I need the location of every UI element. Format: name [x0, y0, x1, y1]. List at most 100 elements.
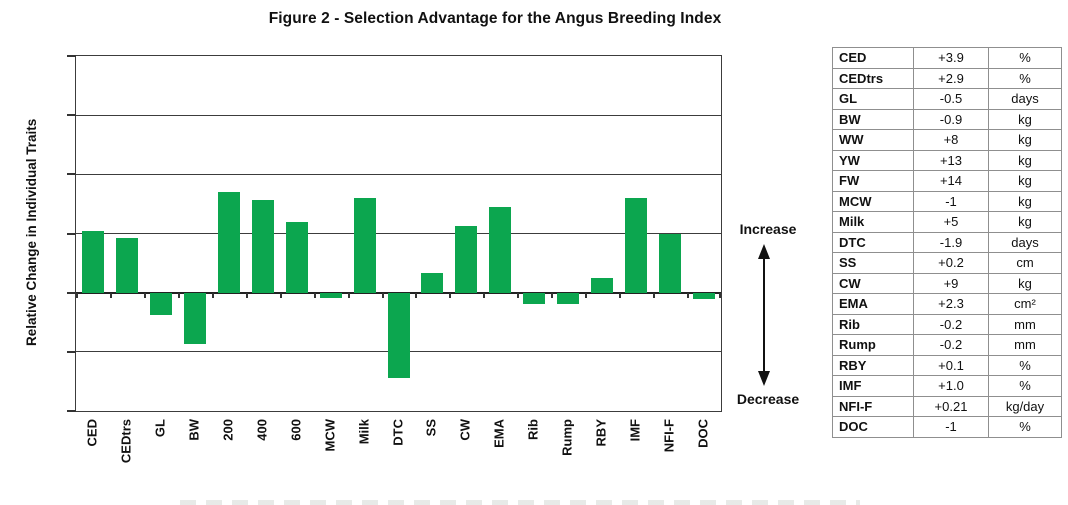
cell-Rib-value: -0.2	[913, 313, 989, 335]
bar-RBY	[591, 277, 614, 293]
cell-Milk-trait: Milk	[832, 211, 914, 233]
cell-YW-trait: YW	[832, 149, 914, 171]
gridline	[76, 173, 721, 175]
bar-400	[251, 199, 274, 293]
cell-GL-unit: days	[988, 88, 1062, 110]
table-row: FW +14 kg	[832, 170, 1062, 192]
bar-Rib	[523, 292, 546, 305]
x-label-200: 200	[220, 419, 236, 441]
x-label-400: 400	[254, 419, 270, 441]
trait-table-body: CED +3.9% CEDtrs +2.9% GL -0.5 days BW -0.9 kg WW +…	[832, 47, 1062, 438]
table-row: MCW -1 kg	[832, 190, 1062, 212]
table-row: WW +8 kg	[832, 129, 1062, 151]
cell-FW-value: +14	[913, 170, 989, 192]
cell-CED-unit: %	[988, 47, 1062, 69]
cell-Rump-unit: mm	[988, 334, 1062, 356]
cell-RBY-value: +0.1	[913, 354, 989, 376]
cell-YW-value: +13	[913, 149, 989, 171]
x-label-CEDtrs: CEDtrs	[118, 419, 134, 464]
cell-BW-trait: BW	[832, 108, 914, 130]
x-label-Rib: Rib	[525, 419, 541, 440]
table-row: YW +13 kg	[832, 149, 1062, 171]
cell-WW-unit: kg	[988, 129, 1062, 151]
bar-BW	[183, 292, 206, 345]
table-row: EMA +2.3 cm²	[832, 293, 1062, 315]
x-label-SS: SS	[423, 419, 439, 437]
table-row: CED +3.9%	[832, 47, 1062, 69]
trait-value-table: CED +3.9% CEDtrs +2.9% GL -0.5 days BW -0.9 kg WW +…	[832, 47, 1062, 438]
bar-EMA	[489, 206, 512, 293]
cell-NFI-F-unit: kg/day	[988, 395, 1062, 417]
bar-200	[217, 192, 240, 293]
cell-RBY-trait: RBY	[832, 354, 914, 376]
cell-SS-trait: SS	[832, 252, 914, 274]
cell-SS-value: +0.2	[913, 252, 989, 274]
y-axis-tick	[67, 232, 76, 235]
cell-Rib-unit: mm	[988, 313, 1062, 335]
x-label-EMA: EMA	[491, 419, 507, 448]
x-axis-tick	[143, 292, 146, 298]
increase-label: Increase	[739, 221, 797, 237]
x-label-DOC: DOC	[695, 419, 711, 448]
figure-title: Figure 2 - Selection Advantage for the A…	[268, 10, 722, 27]
y-axis-tick	[67, 291, 76, 294]
x-axis-tick	[719, 292, 721, 298]
table-row: CW +9 kg	[832, 272, 1062, 294]
x-axis-tick	[585, 292, 588, 298]
cell-DOC-unit: %	[988, 416, 1062, 438]
cell-CED-value: +3.9	[913, 47, 989, 69]
gridline	[76, 233, 721, 234]
x-axis-tick	[76, 292, 78, 298]
table-row: BW -0.9 kg	[832, 108, 1062, 130]
cell-IMF-value: +1.0	[913, 375, 989, 397]
x-axis-labels: CED CEDtrs GL BW 200 400 600 MCW Milk DTC SS CW EMA R…	[75, 419, 720, 483]
table-row: GL -0.5 days	[832, 88, 1062, 110]
y-axis-title: Relative Change in Individual Traits	[24, 118, 39, 347]
cell-MCW-unit: kg	[988, 190, 1062, 212]
gridline	[76, 114, 721, 116]
table-row: CEDtrs +2.9%	[832, 67, 1062, 89]
bar-CED	[81, 231, 104, 293]
x-axis-tick	[245, 292, 248, 298]
x-axis-tick	[619, 292, 622, 298]
cell-DTC-trait: DTC	[832, 231, 914, 253]
bar-NFI-F	[659, 233, 682, 293]
cell-RBY-unit: %	[988, 354, 1062, 376]
table-row: NFI-F +0.21 kg/day	[832, 395, 1062, 417]
cell-DOC-value: -1	[913, 416, 989, 438]
cell-DTC-value: -1.9	[913, 231, 989, 253]
x-label-BW: BW	[186, 419, 202, 441]
table-row: Rump -0.2 mm	[832, 334, 1062, 356]
bar-CW	[455, 225, 478, 293]
table-row: Milk +5 kg	[832, 211, 1062, 233]
cell-WW-value: +8	[913, 129, 989, 151]
bar-GL	[149, 292, 172, 315]
cell-CW-trait: CW	[832, 272, 914, 294]
cell-IMF-trait: IMF	[832, 375, 914, 397]
x-label-CW: CW	[457, 419, 473, 441]
table-row: SS +0.2 cm	[832, 252, 1062, 274]
bar-IMF	[625, 198, 648, 293]
y-axis-tick	[67, 55, 76, 57]
x-label-IMF: IMF	[627, 419, 643, 442]
bar-CEDtrs	[115, 237, 138, 293]
cell-Milk-value: +5	[913, 211, 989, 233]
x-axis-tick	[313, 292, 316, 298]
x-axis-tick	[653, 292, 656, 298]
cell-Rump-value: -0.2	[913, 334, 989, 356]
cell-Rib-trait: Rib	[832, 313, 914, 335]
bar-DTC	[387, 292, 410, 379]
x-axis-tick	[279, 292, 282, 298]
bar-Milk	[353, 198, 376, 293]
increase-decrease-arrow-icon	[758, 244, 770, 386]
x-axis-tick	[109, 292, 112, 298]
cell-DOC-trait: DOC	[832, 416, 914, 438]
cell-CW-value: +9	[913, 272, 989, 294]
cell-FW-trait: FW	[832, 170, 914, 192]
table-row: IMF +1.0%	[832, 375, 1062, 397]
x-axis-tick	[347, 292, 350, 298]
bar-Rump	[557, 292, 580, 304]
x-axis-tick	[551, 292, 554, 298]
bar-SS	[421, 273, 444, 293]
y-axis-tick	[67, 350, 76, 353]
